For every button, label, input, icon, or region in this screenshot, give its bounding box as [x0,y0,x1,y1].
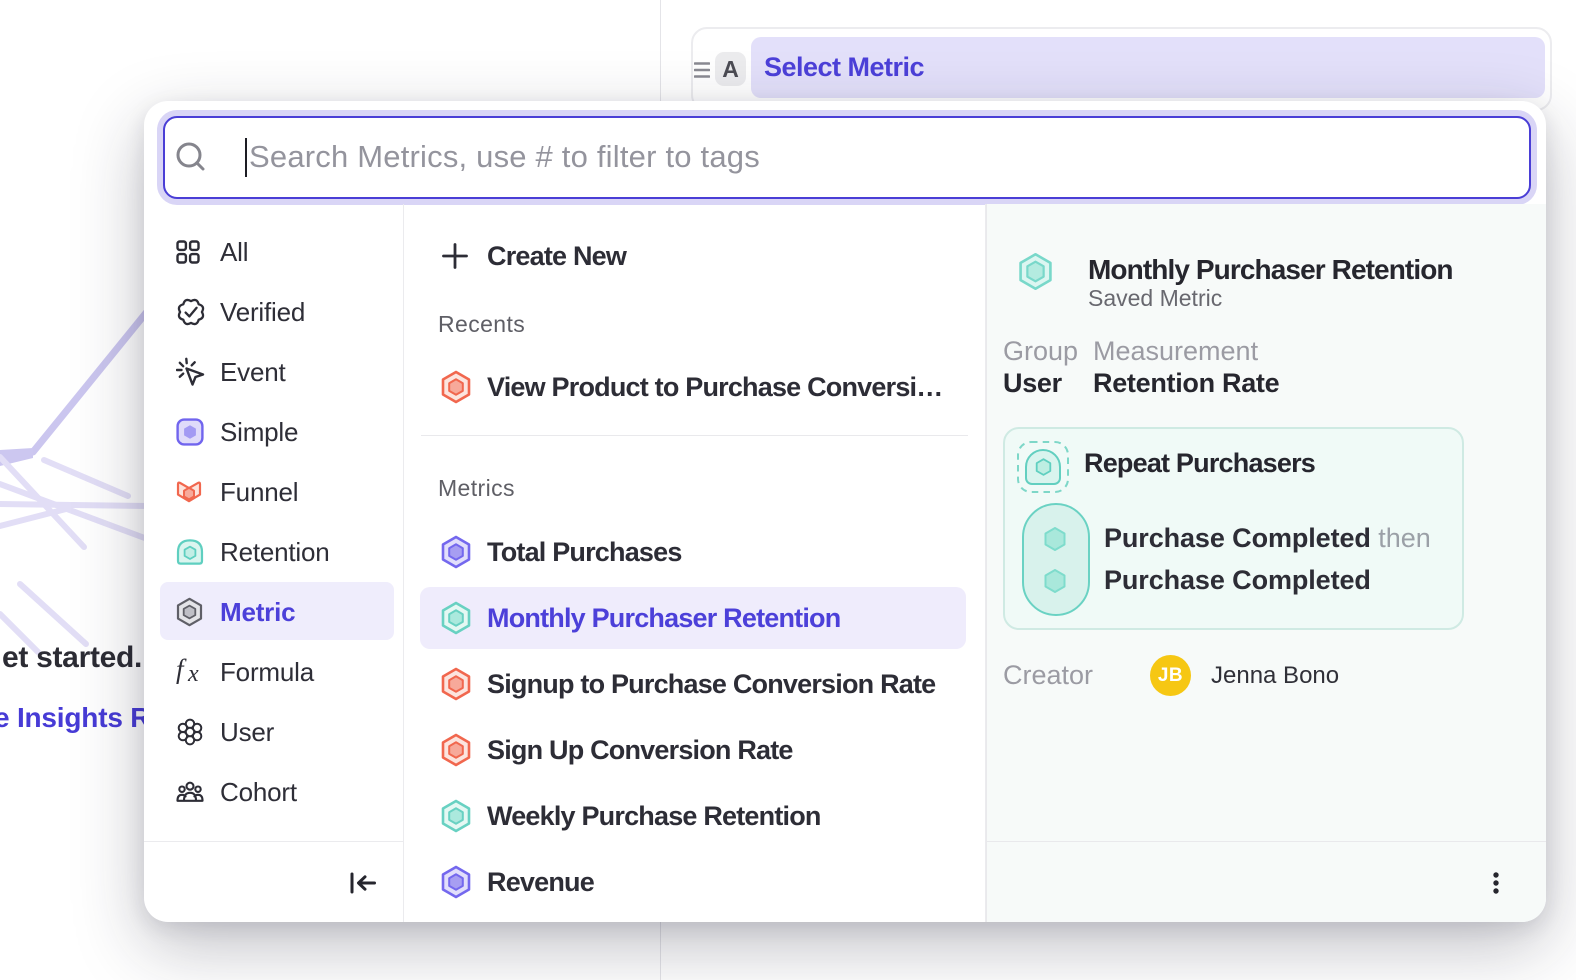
svg-text:x: x [187,661,199,687]
svg-text:f: f [176,657,187,684]
